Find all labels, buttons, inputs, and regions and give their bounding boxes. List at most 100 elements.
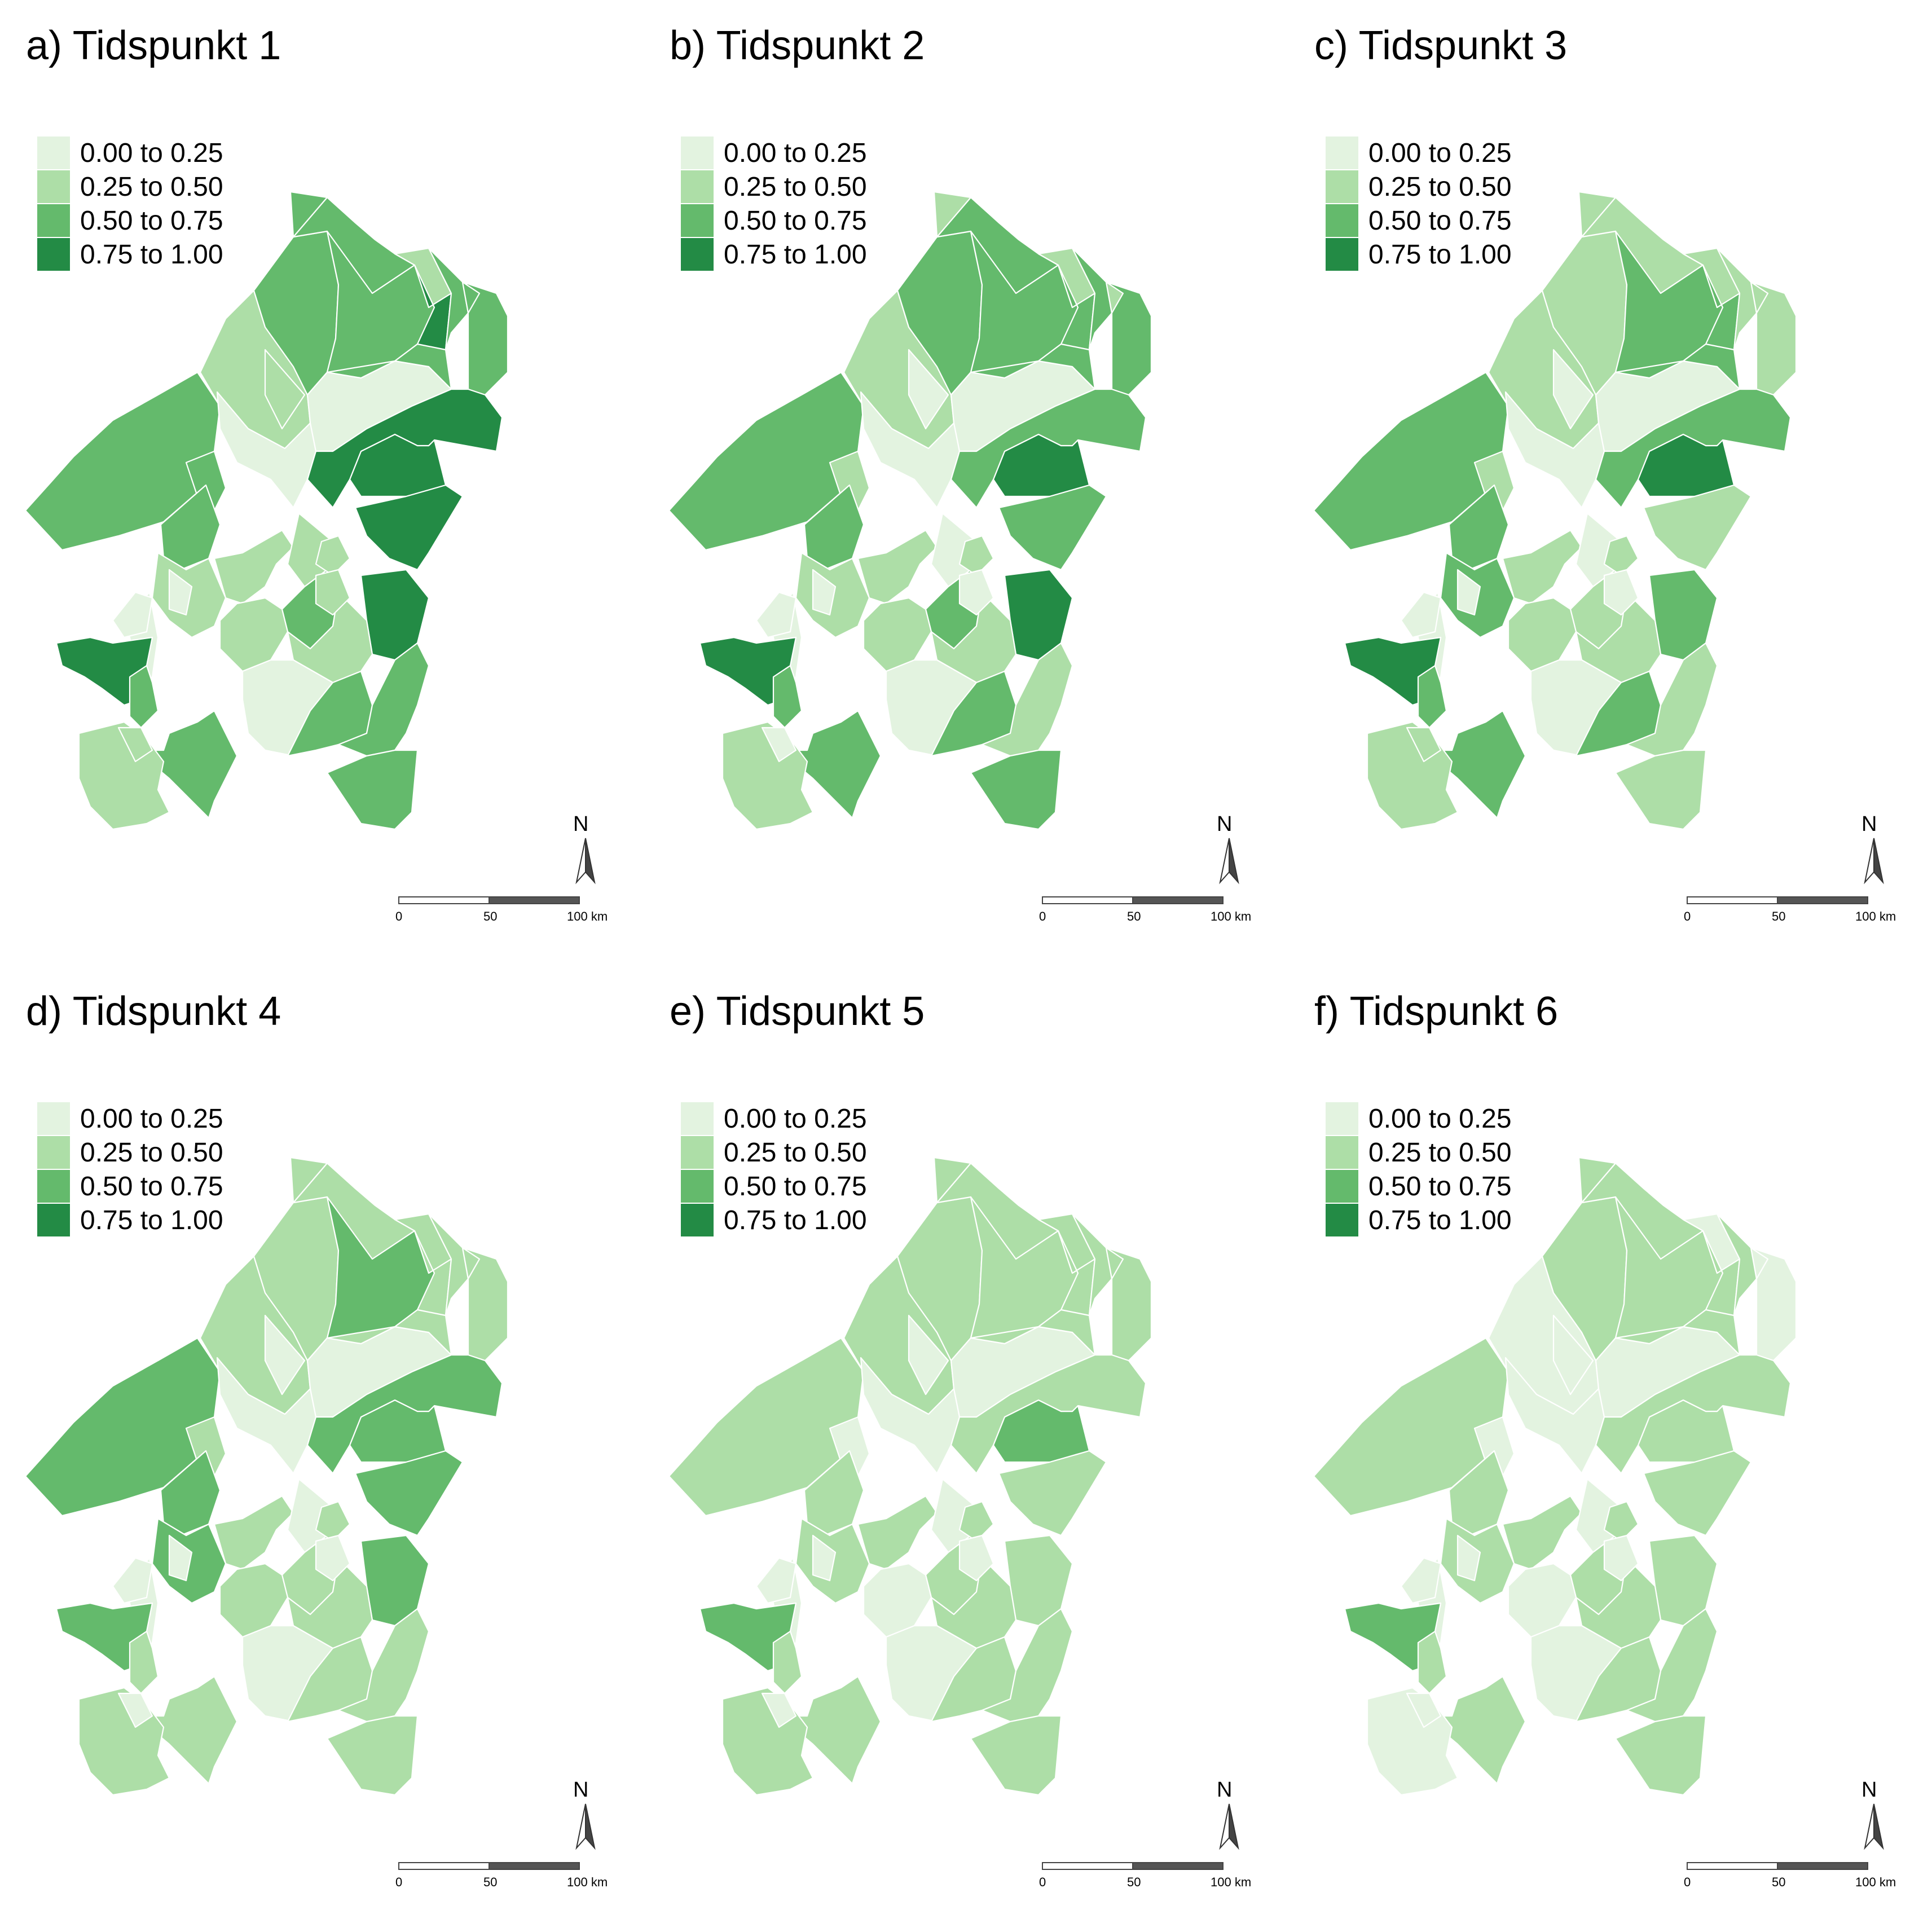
- scale-bar: [1687, 896, 1868, 904]
- region-41: [1603, 1534, 1639, 1582]
- legend-label: 0.50 to 0.75: [1368, 206, 1512, 236]
- choropleth-map: [1313, 1156, 1884, 1870]
- region-37: [755, 1557, 797, 1604]
- region-15: [326, 343, 452, 390]
- map-panel-3: c) Tidspunkt 3 0.00 to 0.25 0.25 to 0.50 0.…: [1288, 0, 1932, 966]
- region-39: [958, 535, 994, 576]
- region-19: [1552, 1314, 1594, 1396]
- region-35: [772, 664, 803, 729]
- region-30: [1423, 710, 1526, 819]
- legend-label: 0.75 to 1.00: [80, 240, 223, 270]
- scale-label: 0: [1039, 1875, 1046, 1889]
- legend-swatch: [37, 238, 70, 271]
- region-39: [1603, 535, 1639, 576]
- scale-label: 100 km: [1211, 909, 1252, 923]
- legend-label: 0.00 to 0.25: [1368, 138, 1512, 168]
- region-19: [908, 1314, 949, 1396]
- scale-label: 50: [1127, 909, 1141, 923]
- region-38: [812, 569, 837, 616]
- legend-label: 0.75 to 1.00: [1368, 240, 1512, 270]
- legend-swatch: [37, 1136, 70, 1169]
- scale-bar: [398, 1862, 580, 1870]
- map-panel-5: e) Tidspunkt 5 0.00 to 0.25 0.25 to 0.50 0.…: [644, 966, 1287, 1931]
- region-38: [168, 1534, 193, 1582]
- scale-bar: [1042, 896, 1224, 904]
- region-41: [315, 1534, 351, 1582]
- region-5: [289, 1156, 328, 1204]
- region-33: [1614, 1715, 1707, 1796]
- scale-label: 0: [1684, 1875, 1691, 1889]
- region-33: [1614, 749, 1707, 830]
- panel-title: b) Tidspunkt 2: [670, 23, 925, 68]
- region-37: [1400, 591, 1442, 639]
- region-40: [1406, 1692, 1442, 1728]
- map-panel-6: f) Tidspunkt 6 0.00 to 0.25 0.25 to 0.50 0.…: [1288, 966, 1932, 1931]
- region-5: [933, 1156, 972, 1204]
- region-41: [958, 569, 994, 616]
- region-15: [970, 343, 1096, 390]
- north-label: N: [573, 812, 589, 836]
- map-panel-1: a) Tidspunkt 1 0.00 to 0.25 0.25 to 0.50 0.…: [0, 0, 644, 966]
- region-15: [1614, 1309, 1741, 1356]
- legend-swatch: [681, 137, 714, 169]
- legend-swatch: [37, 1102, 70, 1135]
- region-22: [1502, 1495, 1583, 1570]
- north-arrow-icon: [1219, 838, 1239, 884]
- legend-label: 0.75 to 1.00: [1368, 1205, 1512, 1235]
- scale-label: 50: [483, 1875, 498, 1889]
- region-19: [1552, 349, 1594, 430]
- region-17: [306, 388, 503, 509]
- legend-swatch: [681, 204, 714, 237]
- scale-bar: [1042, 1862, 1224, 1870]
- choropleth-map: [24, 191, 596, 904]
- choropleth-map: [668, 191, 1239, 904]
- scale-label: 0: [1684, 909, 1691, 923]
- scale-bar: [1687, 1862, 1868, 1870]
- legend-swatch: [681, 170, 714, 203]
- region-30: [1423, 1675, 1526, 1785]
- region-17: [1595, 1354, 1792, 1475]
- map-panel-2: b) Tidspunkt 2 0.00 to 0.25 0.25 to 0.50 0.…: [644, 0, 1287, 966]
- region-35: [1417, 1630, 1447, 1695]
- scale-label: 100 km: [567, 909, 608, 923]
- legend-swatch: [1326, 1102, 1358, 1135]
- legend-label: 0.50 to 0.75: [80, 1172, 223, 1202]
- region-39: [315, 535, 351, 576]
- region-19: [908, 349, 949, 430]
- scale-label: 100 km: [1855, 909, 1896, 923]
- legend-swatch: [37, 204, 70, 237]
- north-label: N: [1217, 1778, 1233, 1802]
- legend-label: 0.00 to 0.25: [724, 138, 867, 168]
- scale-label: 50: [1772, 1875, 1786, 1889]
- panel-title: c) Tidspunkt 3: [1314, 23, 1568, 68]
- region-17: [1595, 388, 1792, 509]
- legend-swatch: [1326, 1136, 1358, 1169]
- region-30: [134, 710, 238, 819]
- region-17: [950, 1354, 1147, 1475]
- region-18: [354, 484, 464, 571]
- region-22: [857, 1495, 938, 1570]
- region-38: [1456, 1534, 1481, 1582]
- legend-label: 0.25 to 0.50: [80, 172, 223, 202]
- scale-label: 100 km: [567, 1875, 608, 1889]
- legend-swatch: [681, 1102, 714, 1135]
- region-19: [264, 1314, 306, 1396]
- region-39: [1603, 1500, 1639, 1542]
- north-arrow-icon: [1864, 1803, 1884, 1850]
- legend-label: 0.25 to 0.50: [1368, 1138, 1512, 1168]
- legend-swatch: [1326, 170, 1358, 203]
- legend-label: 0.50 to 0.75: [724, 1172, 867, 1202]
- choropleth-map: [668, 1156, 1239, 1870]
- scale-label: 0: [1039, 909, 1046, 923]
- legend-swatch: [37, 1170, 70, 1203]
- scale-label: 50: [1772, 909, 1786, 923]
- region-15: [326, 1309, 452, 1356]
- region-37: [1400, 1557, 1442, 1604]
- scale-label: 0: [395, 1875, 403, 1889]
- legend-label: 0.50 to 0.75: [80, 206, 223, 236]
- region-40: [761, 727, 797, 763]
- scale-label: 100 km: [1211, 1875, 1252, 1889]
- panel-title: e) Tidspunkt 5: [670, 989, 925, 1034]
- region-38: [168, 569, 193, 616]
